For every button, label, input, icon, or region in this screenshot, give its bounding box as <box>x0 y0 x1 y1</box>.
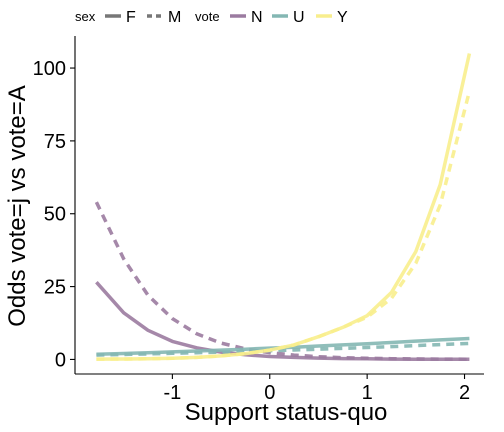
series-line-u-m <box>96 341 470 357</box>
legend-label-vote-u: U <box>293 9 305 26</box>
legend-label-vote-n: N <box>251 9 263 26</box>
x-tick-label: 0 <box>264 382 275 404</box>
legend-label-vote-y: Y <box>337 9 348 26</box>
y-tick-label: 50 <box>44 204 66 226</box>
y-ticks: 0 25 50 75 100 <box>33 58 75 371</box>
x-tick-label: 1 <box>362 382 373 404</box>
x-tick-label: -1 <box>163 382 181 404</box>
series-line-y-f <box>96 53 472 361</box>
y-tick-label: 0 <box>55 349 66 371</box>
legend: sex F M vote N U Y <box>75 9 348 26</box>
x-axis-title: Support status-quo <box>185 399 388 426</box>
series-line-y-m <box>96 90 472 361</box>
y-tick-label: 25 <box>44 277 66 299</box>
x-tick-label: 2 <box>459 382 470 404</box>
x-ticks: -1 0 1 2 <box>163 374 470 404</box>
y-axis-title: Odds vote=j vs vote=A <box>4 85 31 326</box>
y-tick-label: 75 <box>44 131 66 153</box>
series-line-n-m <box>94 201 470 361</box>
y-tick-label: 100 <box>33 58 66 80</box>
series-layer <box>94 53 472 362</box>
legend-title-vote: vote <box>195 9 220 24</box>
legend-label-sex-f: F <box>126 9 136 26</box>
legend-title-sex: sex <box>75 9 96 24</box>
legend-label-sex-m: M <box>168 9 181 26</box>
